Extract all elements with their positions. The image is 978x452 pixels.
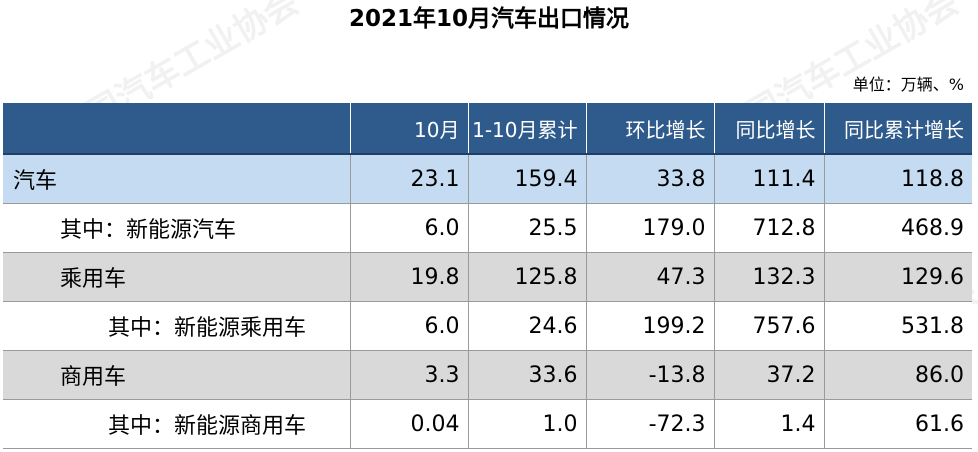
cell-month: 19.8 [349,252,468,302]
row-label: 商用车 [3,350,350,400]
cell-month: 23.1 [349,154,468,204]
header-yoy-cumulative-growth: 同比累计增长 [823,103,972,155]
cell-yoy-growth: 712.8 [713,203,824,253]
cell-mom-growth: 179.0 [585,203,714,253]
cell-mom-growth: -13.8 [585,350,714,400]
table-row: 其中：新能源乘用车 6.0 24.6 199.2 757.6 531.8 [3,301,972,351]
cell-mom-growth: 47.3 [585,252,714,302]
row-label: 乘用车 [3,252,350,302]
cell-month: 6.0 [349,301,468,351]
cell-yoy-cumulative-growth: 61.6 [823,399,972,449]
row-label: 其中：新能源汽车 [3,203,350,253]
export-table: 10月 1-10月累计 环比增长 同比增长 同比累计增长 汽车 23.1 159… [3,103,972,449]
cell-cumulative: 24.6 [467,301,586,351]
cell-cumulative: 25.5 [467,203,586,253]
header-yoy-growth: 同比增长 [713,103,824,155]
cell-month: 3.3 [349,350,468,400]
cell-yoy-cumulative-growth: 468.9 [823,203,972,253]
header-label [3,103,350,155]
cell-mom-growth: 199.2 [585,301,714,351]
row-label: 汽车 [3,154,350,204]
header-cumulative: 1-10月累计 [467,103,586,155]
header-mom-growth: 环比增长 [585,103,714,155]
table-row: 其中：新能源商用车 0.04 1.0 -72.3 1.4 61.6 [3,399,972,449]
unit-label: 单位：万辆、% [852,75,964,94]
table-row: 其中：新能源汽车 6.0 25.5 179.0 712.8 468.9 [3,203,972,253]
cell-yoy-cumulative-growth: 129.6 [823,252,972,302]
cell-yoy-growth: 1.4 [713,399,824,449]
cell-yoy-growth: 132.3 [713,252,824,302]
table-row: 商用车 3.3 33.6 -13.8 37.2 86.0 [3,350,972,400]
cell-mom-growth: 33.8 [585,154,714,204]
cell-cumulative: 159.4 [467,154,586,204]
cell-mom-growth: -72.3 [585,399,714,449]
table-row: 乘用车 19.8 125.8 47.3 132.3 129.6 [3,252,972,302]
cell-month: 6.0 [349,203,468,253]
cell-yoy-cumulative-growth: 531.8 [823,301,972,351]
cell-cumulative: 1.0 [467,399,586,449]
cell-month: 0.04 [349,399,468,449]
cell-yoy-cumulative-growth: 118.8 [823,154,972,204]
header-month: 10月 [349,103,468,155]
cell-yoy-cumulative-growth: 86.0 [823,350,972,400]
cell-yoy-growth: 111.4 [713,154,824,204]
cell-yoy-growth: 37.2 [713,350,824,400]
cell-cumulative: 125.8 [467,252,586,302]
row-label: 其中：新能源商用车 [3,399,350,449]
table-header-row: 10月 1-10月累计 环比增长 同比增长 同比累计增长 [3,103,972,155]
cell-yoy-growth: 757.6 [713,301,824,351]
row-label: 其中：新能源乘用车 [3,301,350,351]
cell-cumulative: 33.6 [467,350,586,400]
table-row: 汽车 23.1 159.4 33.8 111.4 118.8 [3,154,972,204]
page-title: 2021年10月汽车出口情况 [348,6,630,32]
